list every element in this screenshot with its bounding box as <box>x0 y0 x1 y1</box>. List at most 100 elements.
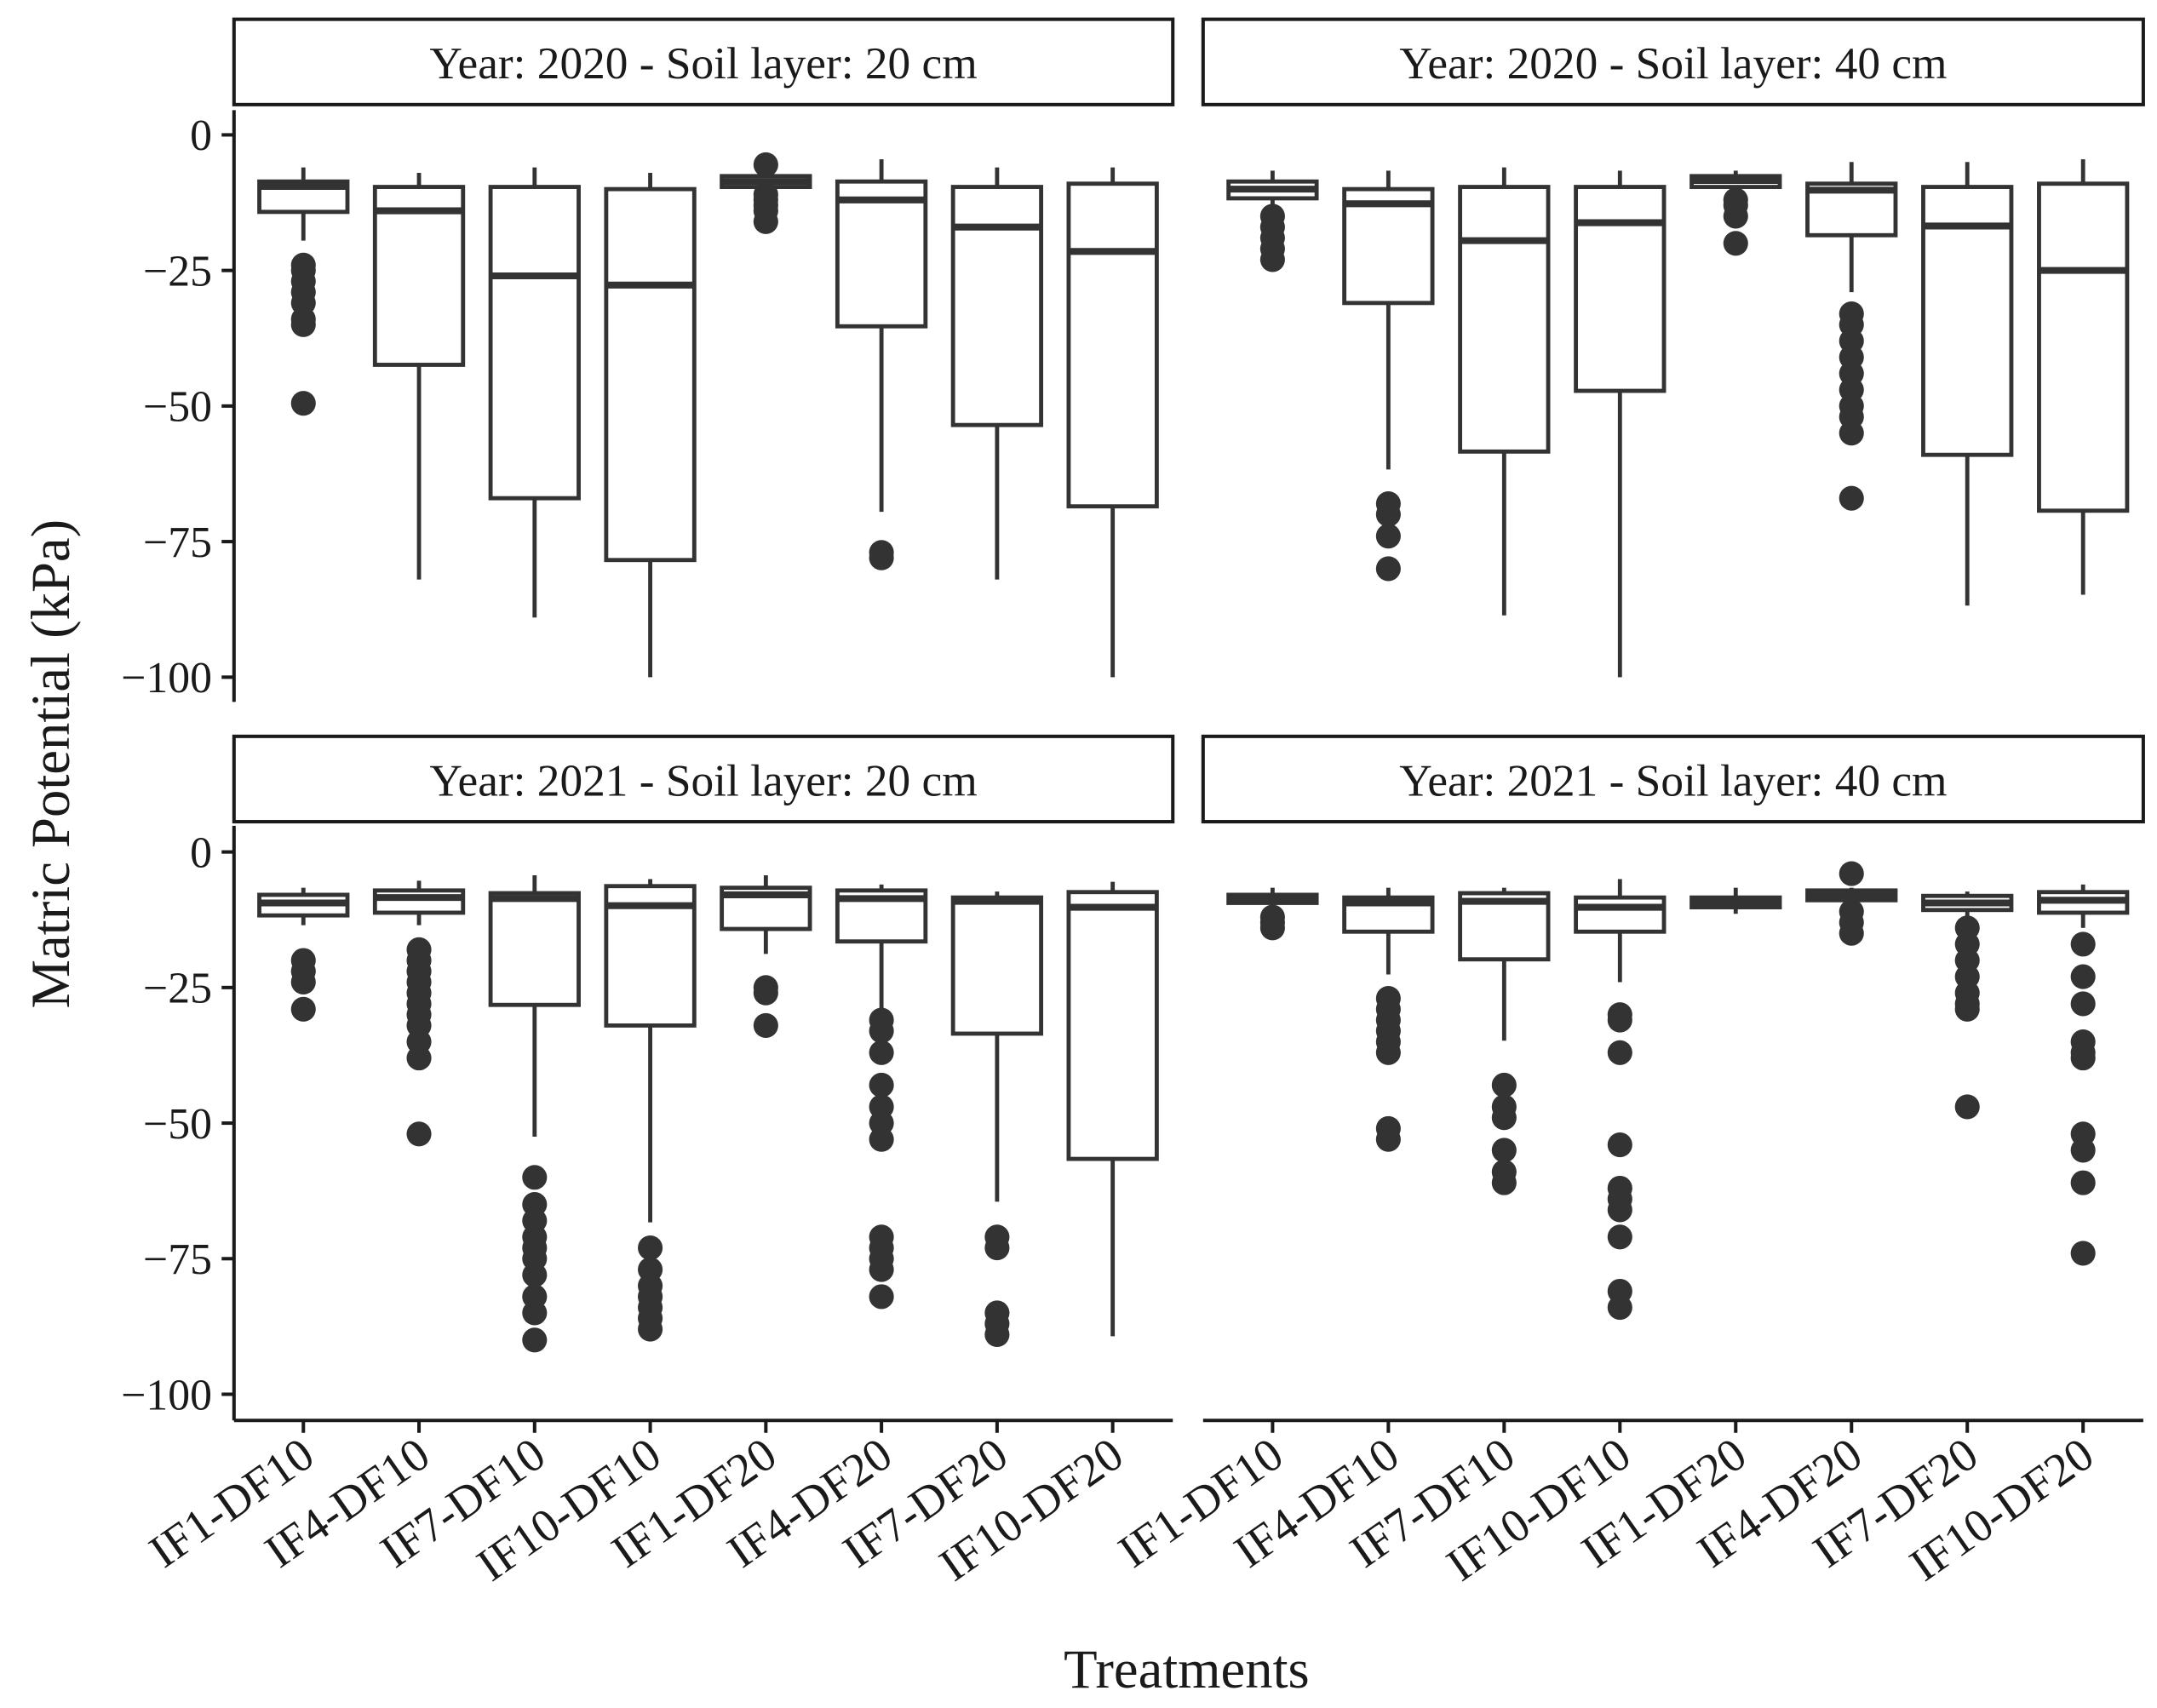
panel-3: Year: 2021 - Soil layer: 20 cm 0 −25 −50 −75… <box>121 734 1175 1591</box>
box-IF1-DF10 <box>257 887 350 1022</box>
iqr-box <box>372 185 466 367</box>
iqr-box <box>372 888 466 915</box>
iqr-box <box>1574 185 1667 393</box>
outlier-point <box>1491 1138 1517 1163</box>
box-IF4-DF10 <box>372 173 466 580</box>
outlier-point <box>2070 1046 2096 1071</box>
facet-strip-label: Year: 2020 - Soil layer: 40 cm <box>1399 37 1947 89</box>
iqr-box <box>1458 185 1551 454</box>
outlier-point <box>1723 203 1748 229</box>
box-IF4-DF10 <box>1342 887 1435 1152</box>
outlier-point <box>1839 485 1864 511</box>
facet-strip <box>1201 734 2145 824</box>
panel-2: Year: 2020 - Soil layer: 40 cm <box>1201 17 2145 678</box>
y-tick-label: 0 <box>190 828 212 877</box>
box-IF7-DF20 <box>1921 162 2014 606</box>
outlier-point <box>1491 1105 1517 1131</box>
facet-strip <box>232 734 1175 824</box>
outlier-point <box>522 1165 548 1190</box>
outlier-point <box>869 1072 894 1098</box>
y-tick-label: −25 <box>143 247 212 295</box>
iqr-box <box>2037 181 2130 513</box>
outlier-point <box>869 1018 894 1044</box>
outlier-point <box>869 1126 894 1152</box>
outlier-point <box>1375 1126 1401 1152</box>
outlier-point <box>1723 231 1748 256</box>
box-IF1-DF10 <box>1226 887 1319 941</box>
box-IF10-DF10 <box>1574 879 1667 1321</box>
outlier-point <box>984 1235 1010 1261</box>
facet-strip <box>1201 17 2145 106</box>
y-axis-title: Matric Potential (kPa) <box>20 519 81 1009</box>
panel-1: Year: 2020 - Soil layer: 20 cm 0 −25 −50 −75… <box>121 17 1175 702</box>
outlier-point <box>2070 991 2096 1017</box>
box-IF7-DF20 <box>1921 891 2014 1120</box>
outlier-point <box>290 312 316 337</box>
box-IF4-DF20 <box>835 159 928 570</box>
box-IF1-DF20 <box>720 875 812 1038</box>
outlier-point <box>753 152 778 177</box>
outlier-point <box>1607 1007 1632 1033</box>
y-tick-label: −75 <box>143 1235 212 1284</box>
y-tick-label: −100 <box>121 1371 212 1419</box>
y-tick-label: −50 <box>143 1100 212 1149</box>
outlier-point <box>290 969 316 995</box>
outlier-point <box>406 1121 432 1147</box>
outlier-point <box>1607 1224 1632 1250</box>
iqr-box <box>1342 186 1435 306</box>
box-IF1-DF20 <box>720 152 812 234</box>
iqr-box <box>1921 185 2014 457</box>
outlier-point <box>1491 1072 1517 1098</box>
outlier-point <box>984 1321 1010 1348</box>
outlier-point <box>1375 524 1401 549</box>
outlier-point <box>753 1012 778 1038</box>
outlier-point <box>1607 1295 1632 1321</box>
box-IF7-DF10 <box>488 167 581 618</box>
box-IF4-DF20 <box>1805 861 1898 946</box>
outlier-point <box>1839 421 1864 446</box>
y-tick-label: 0 <box>190 112 212 160</box>
outlier-point <box>2070 1138 2096 1163</box>
facet-strip-label: Year: 2021 - Soil layer: 40 cm <box>1399 754 1947 805</box>
iqr-box <box>604 884 697 1028</box>
iqr-box <box>604 186 697 563</box>
facet-strip-label: Year: 2020 - Soil layer: 20 cm <box>429 37 977 89</box>
outlier-point <box>522 1300 548 1326</box>
box-IF4-DF20 <box>835 884 928 1310</box>
outlier-point <box>1839 861 1864 886</box>
box-IF10-DF20 <box>1066 881 1159 1337</box>
y-tick-label: −25 <box>143 965 212 1013</box>
outlier-point <box>753 980 778 1006</box>
box-IF10-DF20 <box>2037 159 2130 595</box>
iqr-box <box>488 891 581 1007</box>
iqr-box <box>1066 890 1159 1161</box>
iqr-box <box>950 185 1044 427</box>
box-IF1-DF10 <box>257 167 350 416</box>
box-IF7-DF10 <box>1458 167 1551 616</box>
outlier-point <box>1839 920 1864 946</box>
outlier-point <box>1259 915 1285 941</box>
box-IF7-DF10 <box>488 875 581 1353</box>
box-IF10-DF10 <box>604 173 697 678</box>
box-IF4-DF10 <box>372 880 466 1147</box>
outlier-point <box>290 391 316 416</box>
iqr-box <box>835 179 928 329</box>
box-IF10-DF10 <box>604 879 697 1342</box>
outlier-point <box>2070 931 2096 957</box>
outlier-point <box>638 1316 663 1342</box>
iqr-box <box>488 185 581 501</box>
outlier-point <box>1607 1132 1632 1158</box>
y-tick-label: −50 <box>143 383 212 432</box>
outlier-point <box>869 545 894 570</box>
iqr-box <box>950 895 1044 1036</box>
outlier-point <box>406 1046 432 1071</box>
box-IF7-DF20 <box>950 891 1044 1348</box>
outlier-point <box>522 1262 548 1287</box>
iqr-box <box>1066 181 1159 509</box>
outlier-point <box>869 1040 894 1065</box>
box-IF1-DF20 <box>1689 887 1782 914</box>
iqr-box <box>1574 895 1667 934</box>
outlier-point <box>1491 1170 1517 1195</box>
outlier-point <box>1607 1197 1632 1223</box>
